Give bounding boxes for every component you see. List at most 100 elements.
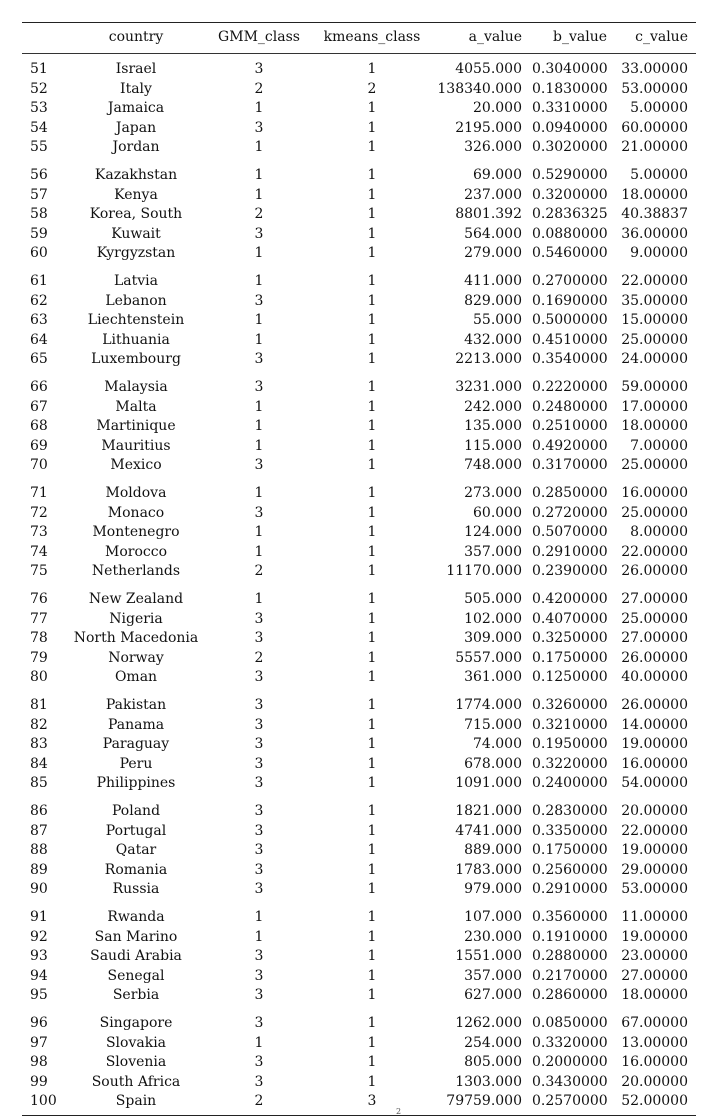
b-value-cell: 0.4920000 bbox=[532, 437, 608, 454]
table-row: 96 Singapore 3 1 1262.000 0.0850000 67.00000 bbox=[22, 1014, 696, 1034]
c-value-cell: 16.00000 bbox=[621, 485, 688, 501]
kmeans-class-cell: 1 bbox=[367, 331, 377, 348]
c-value-cell: 5.00000 bbox=[630, 167, 688, 183]
kmeans-class-cell: 1 bbox=[367, 1054, 377, 1070]
c-value-cell: 25.00000 bbox=[621, 504, 688, 521]
kmeans-class-cell: 1 bbox=[367, 225, 377, 242]
b-value-cell: 0.3320000 bbox=[532, 1034, 608, 1051]
a-value-cell: 115.000 bbox=[464, 437, 522, 454]
c-value-cell: 26.00000 bbox=[621, 649, 688, 666]
row-index: 52 bbox=[30, 80, 48, 97]
table-body: 51 Israel 3 1 4055.000 0.3040000 33.00000 52 Ita… bbox=[22, 54, 696, 1116]
country-cell: Martinique bbox=[96, 418, 176, 434]
c-value-cell: 27.00000 bbox=[621, 630, 688, 646]
gmm-class-cell: 3 bbox=[254, 736, 264, 752]
gmm-class-cell: 1 bbox=[254, 418, 264, 434]
gmm-class-cell: 1 bbox=[254, 100, 264, 116]
row-index: 53 bbox=[30, 100, 48, 116]
row-index: 59 bbox=[30, 225, 48, 242]
gmm-class-cell: 3 bbox=[254, 1054, 264, 1070]
c-value-cell: 40.38837 bbox=[621, 206, 688, 222]
c-value-cell: 53.00000 bbox=[621, 80, 688, 97]
row-index: 94 bbox=[30, 967, 48, 984]
c-value-cell: 54.00000 bbox=[621, 775, 688, 791]
b-value-cell: 0.3260000 bbox=[532, 697, 608, 713]
c-value-cell: 20.00000 bbox=[621, 1073, 688, 1090]
b-value-cell: 0.2000000 bbox=[532, 1054, 608, 1070]
gmm-class-cell: 3 bbox=[254, 948, 264, 964]
gmm-class-cell: 3 bbox=[254, 119, 264, 136]
country-cell: Romania bbox=[104, 861, 168, 878]
country-cell: Kyrgyzstan bbox=[96, 245, 176, 261]
c-value-cell: 24.00000 bbox=[621, 351, 688, 367]
row-index: 61 bbox=[30, 273, 48, 289]
a-value-cell: 309.000 bbox=[464, 630, 522, 646]
b-value-cell: 0.1750000 bbox=[532, 649, 608, 666]
c-value-cell: 23.00000 bbox=[621, 948, 688, 964]
c-value-cell: 19.00000 bbox=[621, 736, 688, 752]
header-kmeans-class: kmeans_class bbox=[323, 29, 421, 45]
gmm-class-cell: 3 bbox=[254, 292, 264, 309]
a-value-cell: 1821.000 bbox=[455, 803, 522, 819]
table-row: 71 Moldova 1 1 273.000 0.2850000 16.00000 bbox=[22, 484, 696, 504]
table-row: 59 Kuwait 3 1 564.000 0.0880000 36.00000 bbox=[22, 225, 696, 245]
row-index: 100 bbox=[30, 1093, 57, 1109]
b-value-cell: 0.3430000 bbox=[532, 1073, 608, 1090]
kmeans-class-cell: 1 bbox=[367, 418, 377, 434]
gmm-class-cell: 3 bbox=[254, 967, 264, 984]
country-cell: Panama bbox=[107, 716, 165, 733]
kmeans-class-cell: 1 bbox=[367, 948, 377, 964]
b-value-cell: 0.3200000 bbox=[532, 186, 608, 203]
b-value-cell: 0.3170000 bbox=[532, 457, 608, 473]
row-index: 66 bbox=[30, 379, 48, 395]
gmm-class-cell: 2 bbox=[254, 1093, 264, 1109]
c-value-cell: 67.00000 bbox=[621, 1015, 688, 1031]
c-value-cell: 19.00000 bbox=[621, 928, 688, 945]
b-value-cell: 0.2850000 bbox=[532, 485, 608, 501]
gmm-class-cell: 1 bbox=[254, 312, 264, 328]
gmm-class-cell: 1 bbox=[254, 331, 264, 348]
gmm-class-cell: 3 bbox=[254, 842, 264, 858]
gmm-class-cell: 3 bbox=[254, 351, 264, 367]
b-value-cell: 0.3220000 bbox=[532, 755, 608, 772]
country-cell: Japan bbox=[115, 119, 157, 136]
a-value-cell: 979.000 bbox=[464, 881, 522, 897]
kmeans-class-cell: 1 bbox=[367, 167, 377, 183]
country-cell: Moldova bbox=[105, 485, 167, 501]
kmeans-class-cell: 3 bbox=[367, 1093, 377, 1109]
a-value-cell: 20.000 bbox=[473, 100, 522, 116]
c-value-cell: 25.00000 bbox=[621, 457, 688, 473]
table-row: 92 San Marino 1 1 230.000 0.1910000 19.00000 bbox=[22, 928, 696, 948]
country-cell: Malaysia bbox=[104, 379, 168, 395]
row-index: 81 bbox=[30, 697, 48, 713]
footnote-mark: 2 bbox=[396, 1107, 402, 1116]
kmeans-class-cell: 1 bbox=[367, 967, 377, 984]
row-index: 64 bbox=[30, 331, 48, 348]
kmeans-class-cell: 1 bbox=[367, 351, 377, 367]
b-value-cell: 0.5070000 bbox=[532, 524, 608, 540]
b-value-cell: 0.2910000 bbox=[532, 881, 608, 897]
country-cell: Liechtenstein bbox=[87, 312, 185, 328]
table-row: 86 Poland 3 1 1821.000 0.2830000 20.00000 bbox=[22, 802, 696, 822]
row-index: 70 bbox=[30, 457, 48, 473]
header-gmm-class: GMM_class bbox=[218, 29, 300, 45]
kmeans-class-cell: 1 bbox=[367, 206, 377, 222]
b-value-cell: 0.3540000 bbox=[532, 351, 608, 367]
table-row: 68 Martinique 1 1 135.000 0.2510000 18.00000 bbox=[22, 417, 696, 437]
kmeans-class-cell: 1 bbox=[367, 716, 377, 733]
table-row: 54 Japan 3 1 2195.000 0.0940000 60.00000 bbox=[22, 119, 696, 139]
c-value-cell: 22.00000 bbox=[621, 822, 688, 839]
kmeans-class-cell: 1 bbox=[367, 591, 377, 607]
header-a-value: a_value bbox=[468, 29, 522, 45]
country-cell: Serbia bbox=[112, 987, 160, 1003]
row-index: 84 bbox=[30, 755, 48, 772]
country-cell: Poland bbox=[111, 803, 161, 819]
country-cell: North Macedonia bbox=[73, 630, 199, 646]
row-index: 67 bbox=[30, 398, 48, 415]
table-row: 51 Israel 3 1 4055.000 0.3040000 33.00000 bbox=[22, 60, 696, 80]
b-value-cell: 0.2830000 bbox=[532, 803, 608, 819]
kmeans-class-cell: 1 bbox=[367, 842, 377, 858]
kmeans-class-cell: 1 bbox=[367, 775, 377, 791]
a-value-cell: 60.000 bbox=[473, 504, 522, 521]
gmm-class-cell: 3 bbox=[254, 775, 264, 791]
